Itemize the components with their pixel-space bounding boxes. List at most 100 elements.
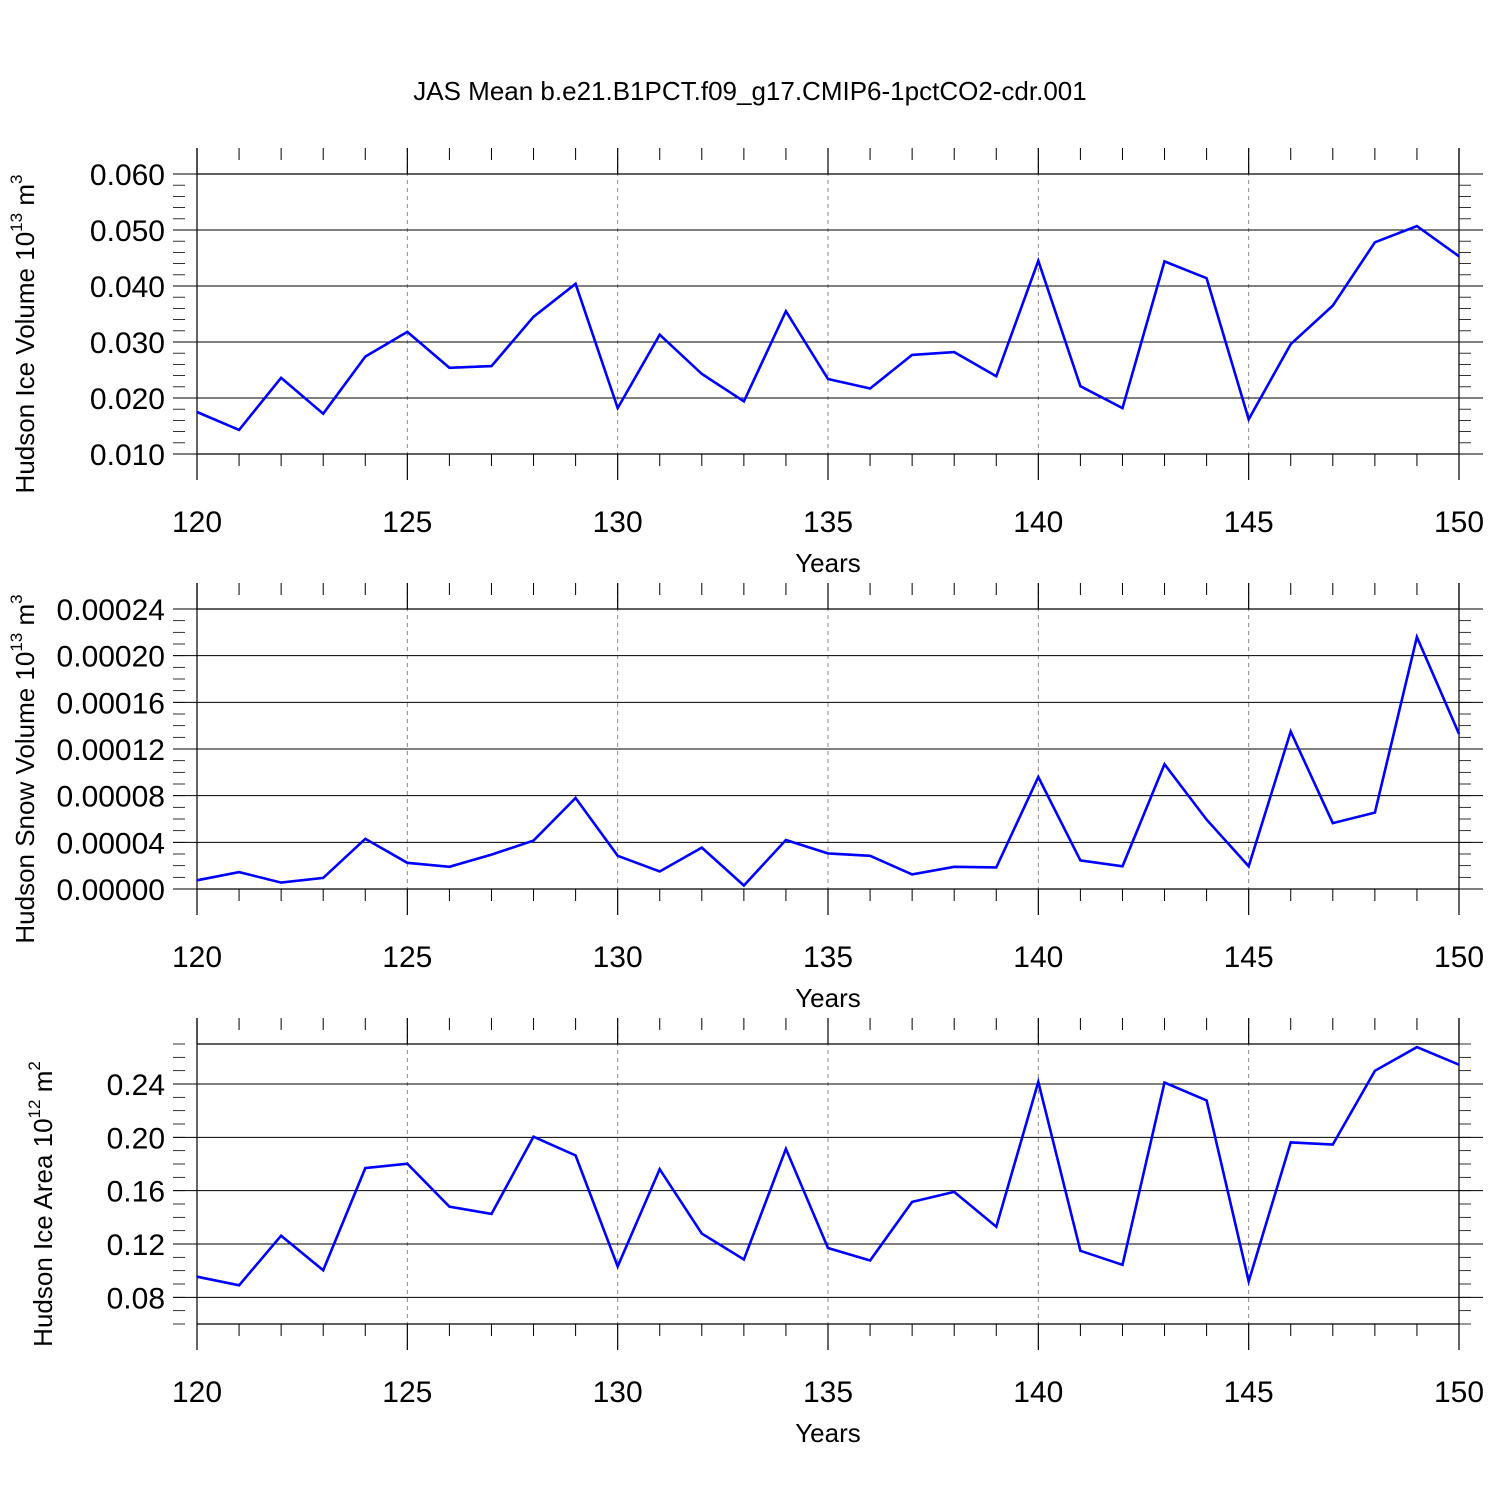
data-point	[995, 1225, 998, 1228]
data-point	[280, 1234, 282, 1237]
y-tick-label: 0.040	[90, 271, 165, 304]
data-point	[953, 351, 955, 353]
x-axis-label: Years	[795, 983, 861, 1013]
data-point	[1416, 636, 1418, 638]
data-point	[280, 881, 282, 884]
data-point	[238, 1284, 240, 1287]
y-tick-label: 0.20	[107, 1122, 165, 1155]
data-point	[196, 411, 198, 413]
data-point	[322, 1269, 325, 1272]
data-point	[574, 1154, 577, 1157]
data-point	[1332, 1143, 1334, 1146]
data-point	[238, 429, 240, 431]
data-point	[827, 378, 829, 380]
data-point	[953, 866, 955, 868]
y-axis-label-superscript: 3	[7, 175, 26, 184]
y-axis-label: Hudson Ice Area 1012 m2	[25, 1061, 58, 1347]
x-tick-label: 120	[172, 1376, 222, 1409]
data-point	[1163, 763, 1166, 765]
data-point	[1205, 1099, 1208, 1102]
data-point	[448, 1205, 451, 1208]
x-tick-label: 150	[1434, 1376, 1484, 1409]
data-point	[911, 1201, 913, 1203]
y-tick-label: 0.010	[90, 439, 165, 472]
data-point	[1332, 822, 1334, 824]
data-point	[785, 1148, 787, 1150]
data-point	[1332, 304, 1334, 307]
x-tick-label: 140	[1013, 506, 1063, 539]
data-point	[1247, 865, 1250, 868]
panel-1: 120 125 130 135 140 145 150 0.010 0.020 0.030 0.04…	[7, 148, 1484, 578]
data-point	[953, 1191, 955, 1193]
data-point	[1079, 385, 1082, 388]
data-point	[532, 1135, 535, 1138]
x-tick-label: 120	[172, 506, 222, 539]
data-point	[995, 375, 998, 377]
x-tick-label: 150	[1434, 506, 1484, 539]
data-point	[1079, 859, 1082, 862]
data-point	[1458, 1063, 1460, 1066]
y-axis-label-superscript: 3	[7, 594, 26, 603]
x-tick-label: 145	[1224, 506, 1274, 539]
data-point	[322, 877, 325, 879]
data-point	[616, 1265, 619, 1268]
data-point	[1458, 255, 1460, 258]
data-point	[658, 1168, 661, 1170]
y-tick-label: 0.050	[90, 215, 165, 248]
data-point	[574, 282, 577, 285]
data-point	[869, 387, 871, 390]
data-point	[658, 333, 661, 336]
data-point	[406, 1162, 409, 1165]
data-point	[406, 861, 409, 864]
data-point	[448, 366, 451, 369]
y-axis-label-part: m	[28, 1071, 58, 1100]
data-point	[1416, 1046, 1418, 1048]
data-point	[574, 797, 577, 799]
data-point	[196, 879, 198, 882]
data-point	[1037, 260, 1040, 262]
data-point	[364, 838, 367, 840]
x-tick-label: 145	[1224, 941, 1274, 974]
data-point	[701, 373, 703, 375]
data-point	[1121, 1264, 1124, 1266]
data-point	[911, 354, 913, 356]
x-tick-label: 130	[593, 506, 643, 539]
data-point	[1247, 418, 1250, 421]
x-axis-label: Years	[795, 1418, 861, 1448]
y-axis-label-superscript: 2	[25, 1061, 44, 1070]
x-axis-label: Years	[795, 548, 861, 578]
data-point	[616, 407, 619, 409]
data-point	[238, 871, 240, 873]
x-tick-label: 125	[382, 506, 432, 539]
data-point	[616, 854, 619, 857]
data-point	[448, 866, 451, 868]
data-point	[196, 1275, 198, 1278]
panel-2: 120 125 130 135 140 145 150 0.00000 0.00004 0.000…	[7, 583, 1484, 1013]
data-point	[1163, 1081, 1166, 1084]
x-tick-label: 135	[803, 506, 853, 539]
data-point	[1205, 818, 1208, 821]
data-point	[827, 1247, 829, 1249]
data-point	[280, 377, 282, 379]
data-point	[785, 310, 787, 313]
data-point	[1121, 407, 1124, 409]
data-point	[743, 884, 745, 887]
data-point	[1458, 733, 1460, 735]
data-point	[1163, 260, 1166, 263]
x-tick-label: 145	[1224, 1376, 1274, 1409]
data-point	[532, 316, 535, 318]
x-tick-label: 125	[382, 1376, 432, 1409]
data-point	[1037, 1081, 1040, 1083]
data-point	[827, 852, 829, 855]
data-point	[1247, 1280, 1250, 1283]
data-point	[1289, 1141, 1292, 1144]
y-tick-label: 0.060	[90, 159, 165, 192]
data-point	[658, 870, 661, 873]
y-tick-label: 0.00024	[57, 594, 165, 627]
y-tick-label: 0.08	[107, 1282, 165, 1315]
x-tick-label: 125	[382, 941, 432, 974]
y-axis-label-superscript: 12	[25, 1100, 44, 1119]
data-point	[1079, 1250, 1082, 1252]
data-point	[490, 1213, 493, 1215]
